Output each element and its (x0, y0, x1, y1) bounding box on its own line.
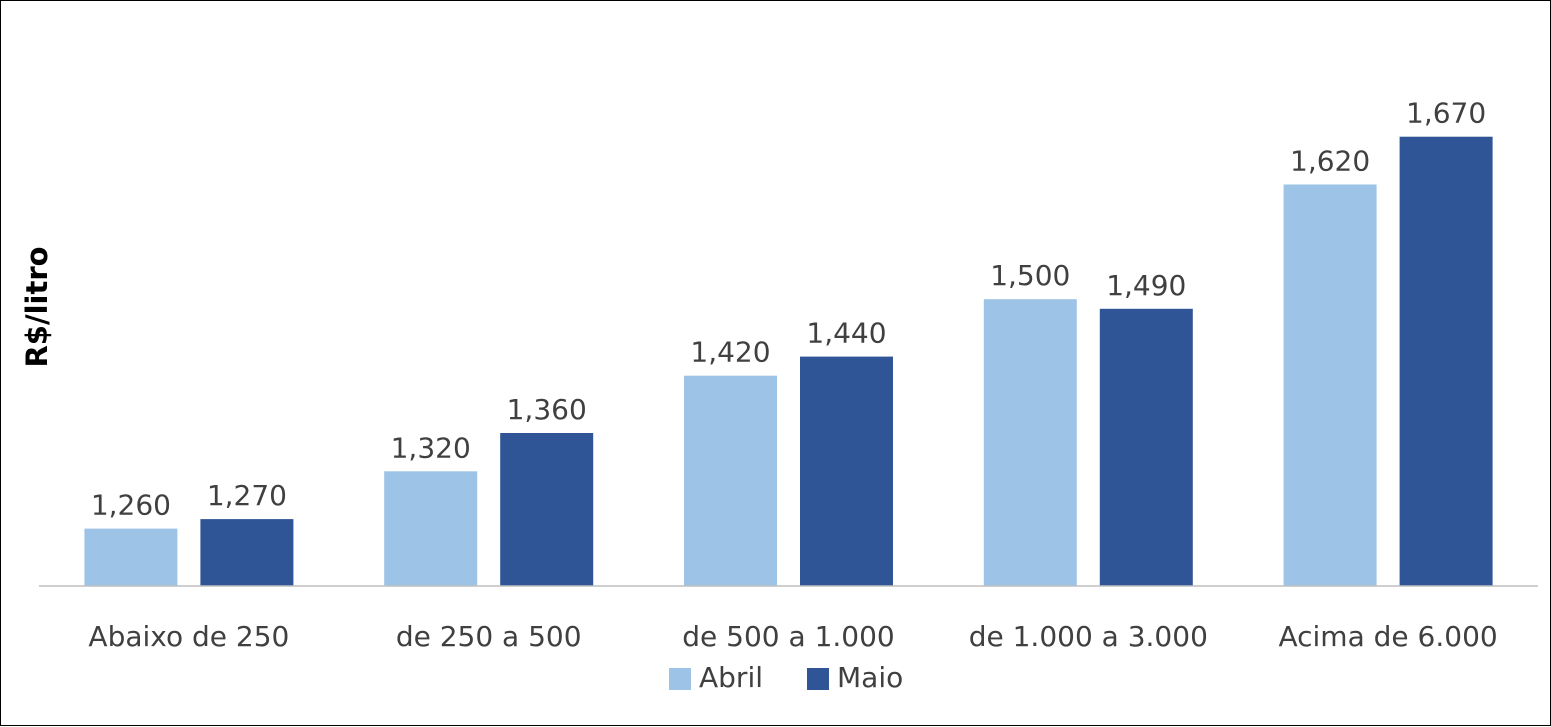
bar-maio-4 (1099, 308, 1193, 586)
data-label-abril-4: 1,500 (990, 259, 1070, 292)
bar-abril-3 (684, 375, 777, 586)
bar-abril-4 (983, 299, 1077, 586)
legend: Abril Maio (669, 661, 903, 694)
bar-abril-1 (84, 528, 178, 586)
data-label-abril-5: 1,620 (1290, 145, 1370, 178)
x-tick-label-5: Acima de 6.000 (1278, 620, 1497, 653)
bar-maio-1 (200, 519, 294, 586)
bar-abril-5 (1283, 184, 1377, 586)
bar-maio-3 (800, 356, 893, 586)
labels-layer: 1,260 1,270 Abaixo de 250 1,320 1,360 de 250 … (88, 97, 1497, 653)
data-label-maio-1: 1,270 (207, 479, 287, 512)
x-tick-label-1: Abaixo de 250 (88, 620, 289, 653)
data-label-abril-3: 1,420 (690, 336, 770, 369)
x-tick-label-3: de 500 a 1.000 (682, 620, 894, 653)
data-label-abril-2: 1,320 (391, 431, 471, 464)
data-label-maio-4: 1,490 (1106, 269, 1186, 302)
legend-swatch-abril (669, 668, 691, 690)
x-tick-label-2: de 250 a 500 (396, 620, 582, 653)
legend-label-maio: Maio (837, 661, 903, 694)
bar-maio-5 (1399, 136, 1493, 586)
legend-swatch-maio (807, 668, 829, 690)
bar-abril-2 (384, 471, 478, 586)
legend-label-abril: Abril (699, 661, 763, 694)
x-tick-label-4: de 1.000 a 3.000 (969, 620, 1208, 653)
data-label-maio-2: 1,360 (507, 393, 587, 426)
data-label-abril-1: 1,260 (91, 489, 171, 522)
bar-maio-2 (500, 433, 594, 586)
y-axis-title: R$/litro (20, 246, 54, 367)
bars-layer (84, 136, 1493, 586)
data-label-maio-5: 1,670 (1406, 97, 1486, 130)
data-label-maio-3: 1,440 (806, 317, 886, 350)
